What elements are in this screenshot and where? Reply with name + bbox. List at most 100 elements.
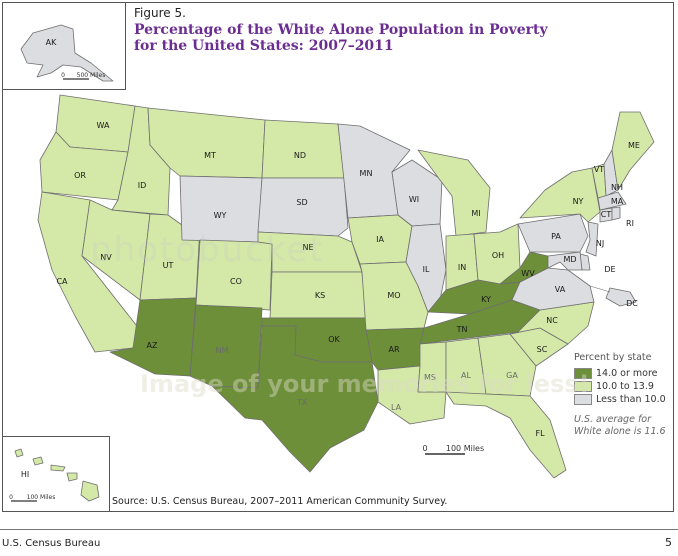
state-label-ms: MS: [424, 373, 436, 382]
state-me: [611, 111, 655, 191]
legend-item-high: 14.0 or more: [574, 367, 674, 380]
state-labels: WA OR CA ID NV UT AZ MT WY CO NM ND SD N…: [56, 121, 640, 438]
state-label-al: AL: [461, 371, 471, 380]
state-label-nc: NC: [546, 316, 558, 325]
dc-leader-line: [589, 285, 611, 293]
state-ma: [597, 191, 627, 211]
state-label-mi: MI: [471, 209, 480, 218]
svg-text:0: 0: [422, 444, 427, 453]
svg-text:100 Miles: 100 Miles: [446, 444, 484, 453]
watermark-tagline: Image of your memories for less!: [140, 370, 590, 398]
state-label-nd: ND: [294, 151, 306, 160]
svg-text:500 Miles: 500 Miles: [77, 72, 106, 79]
state-label-wa: WA: [97, 121, 110, 130]
state-label-nm: NM: [216, 346, 229, 355]
state-label-mn: MN: [360, 169, 373, 178]
state-label-ny: NY: [573, 197, 584, 206]
state-label-sd: SD: [296, 198, 307, 207]
footer-publisher: U.S. Census Bureau: [2, 538, 101, 549]
state-label-sc: SC: [537, 345, 548, 354]
source-note: Source: U.S. Census Bureau, 2007–2011 Am…: [112, 496, 448, 507]
state-label-il: IL: [423, 265, 430, 274]
state-label-ri: RI: [626, 219, 634, 228]
state-hi-molokai: [50, 464, 66, 472]
state-label-vt: VT: [594, 165, 604, 174]
map-frame: [2, 2, 674, 512]
state-label-ok: OK: [328, 335, 340, 344]
legend-item-low: Less than 10.0: [574, 393, 674, 406]
alaska-map: AK 0 500 Miles: [20, 24, 114, 82]
hawaii-map: HI 0 100 Miles: [9, 448, 100, 502]
state-ak: [20, 24, 114, 82]
legend: Percent by state 14.0 or more 10.0 to 13…: [574, 352, 674, 438]
svg-text:0: 0: [61, 72, 65, 79]
state-label-in: IN: [458, 263, 466, 272]
state-label-mt: MT: [204, 151, 216, 160]
state-label-fl: FL: [535, 429, 545, 438]
legend-label-mid: 10.0 to 13.9: [596, 381, 654, 392]
state-label-ne: NE: [302, 243, 313, 252]
figure-label: Figure 5.: [134, 6, 186, 20]
state-label-md: MD: [563, 255, 576, 264]
state-label-ky: KY: [481, 295, 491, 304]
legend-label-low: Less than 10.0: [596, 394, 666, 405]
alaska-inset: AK 0 500 Miles: [2, 2, 126, 90]
state-nj: [585, 221, 599, 257]
state-label-nh: NH: [611, 183, 623, 192]
state-label-de: DE: [604, 265, 615, 274]
state-label-nj: NJ: [596, 239, 604, 248]
state-hi-big-island: [80, 480, 100, 502]
hawaii-inset: HI 0 100 Miles: [2, 436, 110, 512]
state-label-dc: DC: [626, 299, 638, 308]
state-label-ca: CA: [56, 277, 68, 286]
state-label-tn: TN: [456, 325, 468, 334]
state-label-la: LA: [391, 403, 402, 412]
state-label-az: AZ: [147, 341, 158, 350]
state-label-ks: KS: [315, 291, 325, 300]
state-label-nv: NV: [100, 253, 112, 262]
state-sd: [257, 177, 349, 237]
state-md: [547, 251, 583, 271]
watermark-brand: photobucket: [90, 230, 325, 270]
state-tx: [211, 325, 379, 473]
legend-swatch-high: [574, 368, 592, 379]
legend-swatch-low: [574, 394, 592, 405]
state-fl: [445, 391, 567, 479]
state-co: [195, 239, 273, 311]
state-label-wi: WI: [409, 195, 419, 204]
map-title: Percentage of the White Alone Population…: [134, 22, 548, 54]
state-label-me: ME: [628, 141, 640, 150]
page-number: 5: [665, 536, 672, 549]
state-label-wv: WV: [521, 269, 535, 278]
state-label-ak: AK: [46, 38, 57, 47]
legend-label-high: 14.0 or more: [596, 368, 658, 379]
us-choropleth-map: WA OR CA ID NV UT AZ MT WY CO NM ND SD N…: [37, 94, 655, 479]
state-ga: [477, 333, 537, 397]
state-hi-oahu: [32, 456, 44, 466]
state-hi-maui: [66, 472, 78, 482]
state-label-ma: MA: [611, 197, 624, 206]
state-label-or: OR: [74, 171, 86, 180]
state-ms: [417, 341, 447, 393]
state-label-oh: OH: [492, 251, 504, 260]
state-pa: [517, 213, 589, 253]
state-label-wy: WY: [214, 211, 227, 220]
us-average-note: U.S. average for White alone is 11.6: [574, 414, 666, 437]
state-wa: [55, 94, 136, 153]
legend-item-mid: 10.0 to 13.9: [574, 380, 674, 393]
state-az: [109, 297, 197, 377]
state-ny: [519, 167, 601, 223]
state-label-ut: UT: [163, 261, 174, 270]
state-label-ar: AR: [388, 345, 399, 354]
state-label-ga: GA: [506, 371, 518, 380]
state-nd: [261, 119, 345, 179]
legend-swatch-mid: [574, 381, 592, 392]
state-label-co: CO: [230, 277, 242, 286]
svg-text:100 Miles: 100 Miles: [27, 494, 56, 501]
state-label-mo: MO: [387, 291, 400, 300]
state-label-ct: CT: [601, 210, 612, 219]
svg-text:0: 0: [9, 494, 13, 501]
state-label-pa: PA: [551, 232, 561, 241]
state-label-tx: TX: [296, 398, 308, 407]
main-scale-bar: 0 100 Miles: [422, 444, 484, 455]
